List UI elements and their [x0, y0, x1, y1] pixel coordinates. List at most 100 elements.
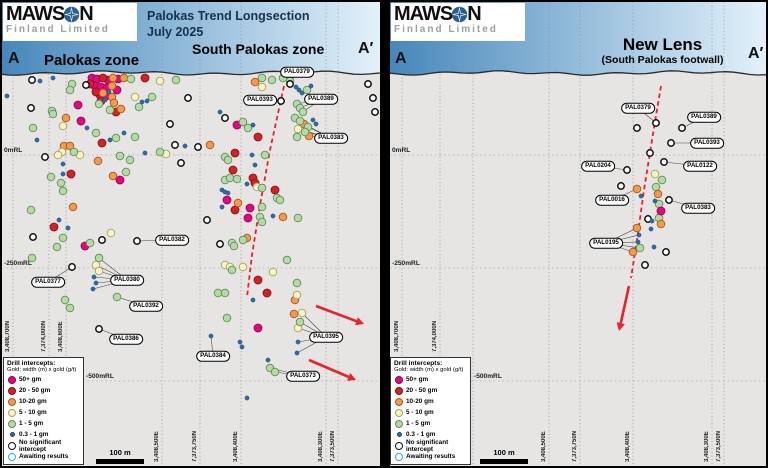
drill-intercept-y: [257, 82, 267, 92]
legend-swatch-m-icon: [7, 375, 17, 384]
plunge-arrow: [308, 358, 350, 379]
grid-coordinate-label: 7,373,500N: [716, 430, 722, 462]
legend-item-b: 0.3 - 1 gm: [7, 429, 81, 440]
drill-intercept-m: [253, 323, 263, 333]
drill-intercept-o: [278, 212, 288, 222]
legend-item-label: 50+ gm: [406, 376, 429, 383]
logo-text-post: N: [79, 3, 93, 25]
drill-intercept-g: [26, 205, 36, 215]
drill-intercept-b: [65, 225, 71, 231]
drill-intercept-o: [61, 113, 71, 123]
drill-intercept-w: [652, 119, 660, 127]
drill-intercept-m: [73, 100, 83, 110]
drill-intercept-b: [648, 226, 654, 232]
grid-coordinate-label: 3,408,400E: [625, 431, 631, 462]
drill-intercept-b: [310, 117, 316, 123]
drill-intercept-b: [635, 239, 641, 245]
drill-intercept-o: [653, 189, 663, 199]
drill-intercept-b: [244, 395, 250, 401]
drill-intercept-m: [245, 203, 255, 213]
grid-coordinate-label: 3,408,500E: [154, 431, 160, 462]
scale-bar: 100 m: [90, 448, 150, 464]
drill-intercept-b: [91, 274, 97, 280]
drill-intercept-w: [133, 237, 141, 245]
legend-subtitle: Gold: width (m) x gold (g/t): [394, 367, 464, 373]
drill-intercept-y: [94, 266, 104, 276]
drill-intercept-g: [91, 128, 101, 138]
logo-subtitle: Finland Limited: [394, 24, 498, 35]
drill-intercept-w: [82, 81, 90, 89]
drill-intercept-b: [293, 84, 299, 90]
drill-intercept-b: [636, 232, 642, 238]
grid-coordinate-label: 3,408,300E: [318, 431, 324, 462]
drill-intercept-o: [116, 104, 126, 114]
drill-intercept-b: [299, 90, 305, 96]
drill-intercept-w: [41, 153, 49, 161]
drill-intercept-w: [221, 114, 229, 122]
drill-intercept-b: [252, 162, 258, 168]
legend: Drill intercepts: Gold: width (m) x gold…: [3, 357, 84, 465]
legend-swatch-a-icon: [7, 452, 17, 461]
drill-intercept-g: [111, 133, 121, 143]
drill-intercept-w: [27, 104, 35, 112]
drill-intercept-b: [121, 130, 127, 136]
drill-intercept-o: [656, 219, 666, 229]
drill-intercept-w: [68, 263, 76, 271]
drill-intercept-r: [98, 73, 108, 83]
legend-item-label: 1 - 5 gm: [406, 420, 431, 427]
drill-intercept-g: [223, 155, 233, 165]
drill-intercept-o: [250, 77, 260, 87]
drill-intercept-w: [369, 94, 377, 102]
hole-label-pal0384: PAL0384: [196, 350, 230, 362]
legend-item-label: 20 - 50 gm: [406, 387, 438, 394]
drill-intercept-b: [250, 122, 256, 128]
drill-intercept-b: [182, 143, 188, 149]
legend-swatch-y-icon: [7, 408, 17, 417]
drill-intercept-b: [60, 161, 66, 167]
drill-intercept-b: [225, 190, 231, 196]
drill-intercept-g: [238, 117, 248, 127]
drill-intercept-g: [115, 151, 125, 161]
drill-intercept-g: [56, 178, 66, 188]
drill-intercept-o: [68, 202, 78, 212]
legend-item-label: 0.3 - 1 gm: [19, 431, 49, 438]
drill-intercept-b: [208, 333, 214, 339]
drill-intercept-g: [267, 75, 277, 85]
hole-label-pal0393: PAL0393: [243, 94, 277, 106]
drill-intercept-w: [617, 182, 625, 190]
drill-intercept-y: [130, 92, 140, 102]
compass-icon: [451, 6, 468, 22]
grid-coordinate-label: 3,408,700N: [5, 320, 11, 352]
drill-intercept-g: [257, 183, 267, 193]
drill-intercept-b: [219, 204, 225, 210]
drill-intercept-g: [657, 175, 667, 185]
legend-swatch-w-icon: [7, 441, 17, 450]
hole-label-pal0389: PAL0389: [304, 93, 338, 105]
drill-intercept-y: [292, 290, 302, 300]
drill-intercept-g: [295, 116, 305, 126]
legend-title: Drill intercepts:: [394, 360, 443, 367]
hole-label-pal0380: PAL0380: [110, 274, 144, 286]
drill-intercept-o: [109, 98, 119, 108]
legend-item-label: Awaiting results: [19, 453, 69, 460]
legend-swatch-r-icon: [394, 386, 404, 395]
legend-item-b: 0.3 - 1 gm: [394, 429, 468, 440]
panel-palokas-longsection: MAWS N Finland Limited Palokas Trend Lon…: [2, 2, 380, 466]
drill-intercept-g: [130, 132, 140, 142]
drill-intercept-o: [107, 81, 117, 91]
drill-intercept-b: [270, 213, 276, 219]
legend-item-o: 10-20 gm: [394, 396, 468, 407]
drill-intercept-w: [277, 97, 285, 105]
plunge-arrow: [315, 304, 357, 323]
legend-items: 50+ gm 20 - 50 gm 10-20 gm 5 - 10 gm 1 - 5 g…: [394, 374, 468, 462]
drill-intercept-o: [205, 140, 215, 150]
drill-intercept-b: [638, 193, 644, 199]
drill-intercept-w: [166, 120, 174, 128]
hole-label-pal0373: PAL0373: [286, 370, 320, 382]
zone-sublabel-new-lens: (South Palokas footwall): [601, 54, 724, 66]
figure-title: Palokas Trend Longsection July 2025: [147, 8, 310, 40]
hole-label-pal0195: PAL0195: [589, 237, 623, 249]
drill-intercept-o: [65, 141, 75, 151]
drill-intercept-y: [297, 308, 307, 318]
